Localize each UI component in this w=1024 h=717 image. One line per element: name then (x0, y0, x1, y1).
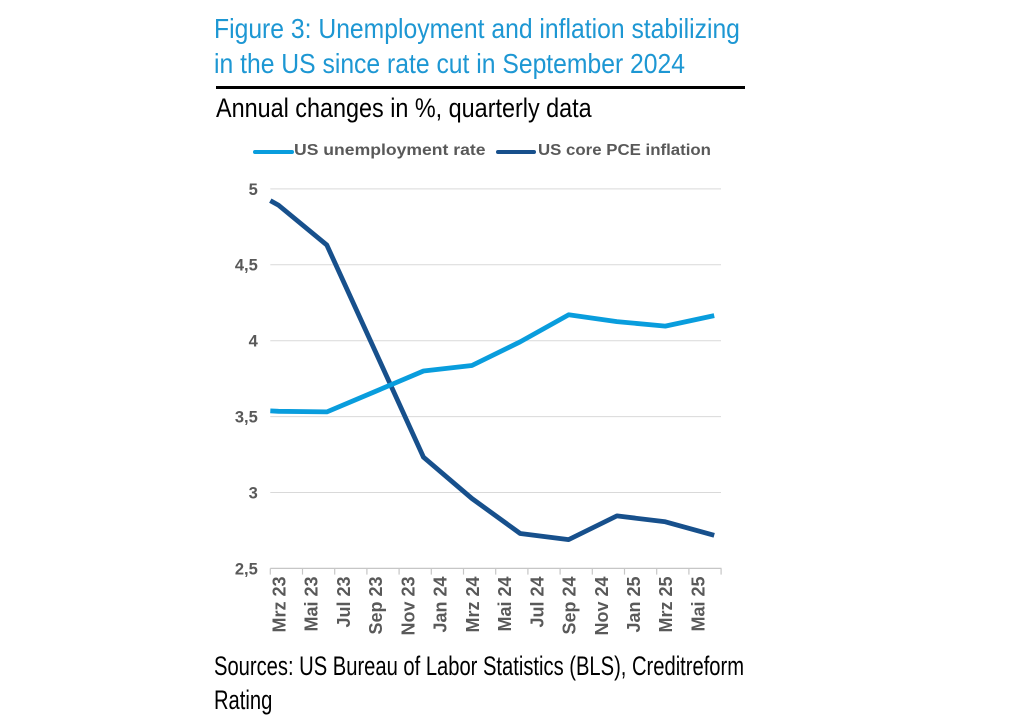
svg-text:3: 3 (249, 484, 258, 502)
svg-text:5: 5 (249, 181, 258, 199)
svg-text:Jul 23: Jul 23 (334, 577, 354, 628)
svg-text:3,5: 3,5 (235, 409, 258, 427)
svg-text:Mrz 25: Mrz 25 (656, 577, 676, 633)
svg-text:Jan 25: Jan 25 (624, 577, 644, 633)
svg-text:Mai 24: Mai 24 (495, 577, 515, 632)
svg-text:4: 4 (249, 333, 259, 351)
svg-text:Sep 23: Sep 23 (366, 577, 386, 635)
svg-text:Jul 24: Jul 24 (527, 577, 547, 628)
svg-text:4,5: 4,5 (235, 257, 258, 275)
svg-text:Mrz 24: Mrz 24 (463, 577, 483, 633)
svg-text:Jan 24: Jan 24 (431, 577, 451, 633)
svg-text:Nov 24: Nov 24 (592, 577, 612, 636)
svg-text:2,5: 2,5 (235, 560, 258, 578)
svg-text:Mai 23: Mai 23 (302, 577, 322, 632)
svg-text:Mai 25: Mai 25 (689, 577, 709, 632)
svg-text:Mrz 23: Mrz 23 (269, 577, 289, 633)
svg-text:Nov 23: Nov 23 (398, 577, 418, 636)
svg-text:Sep 24: Sep 24 (560, 577, 580, 635)
